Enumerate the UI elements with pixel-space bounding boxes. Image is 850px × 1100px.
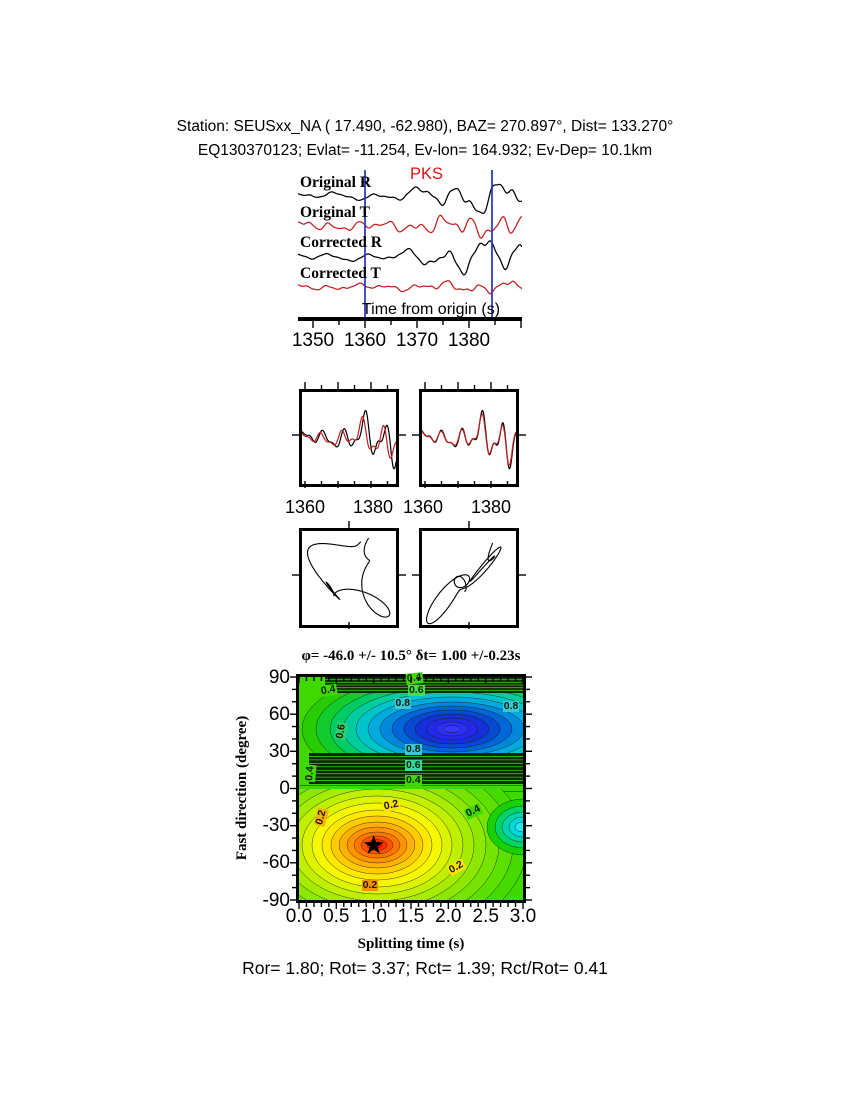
trace bbox=[298, 280, 522, 295]
surface-x-axis-label: Splitting time (s) bbox=[357, 936, 465, 952]
tick-label: 0.0 bbox=[285, 906, 313, 927]
time-axis-line bbox=[298, 317, 522, 321]
fast-slow-box-original bbox=[299, 389, 399, 487]
tick-label: 1380 bbox=[470, 497, 512, 517]
y-tick-label: 90 bbox=[268, 666, 290, 688]
y-tick-label: -60 bbox=[262, 852, 290, 874]
trace-label-corrected-r: Corrected R bbox=[300, 234, 382, 251]
trace-label-original-r: Original R bbox=[300, 174, 372, 191]
contour-label: 0.4 bbox=[319, 682, 338, 697]
contour-value-labels: 0.4 0.6 0.8 0.8 0.4 0.6 0.4 0.8 0.6 0.4 0.2 0.2 0.4 0… bbox=[299, 672, 523, 900]
time-axis-label: Time from origin (s) bbox=[361, 301, 501, 318]
best-fit-star bbox=[363, 834, 384, 854]
station-info-line: Station: SEUSxx_NA ( 17.490, -62.980), B… bbox=[176, 118, 674, 135]
tick-label: 2.5 bbox=[472, 906, 499, 927]
contour-label: 0.6 bbox=[404, 759, 422, 772]
particle-motion-box-corrected bbox=[419, 528, 519, 628]
error-surface-frame: 0.4 0.6 0.8 0.8 0.4 0.6 0.4 0.8 0.6 0.4 0.2 0.2 0.4 0… bbox=[296, 672, 526, 903]
particle-motion-curve bbox=[425, 542, 502, 625]
contour-label: 0.2 bbox=[382, 797, 401, 813]
contour-label: 0.2 bbox=[446, 857, 467, 877]
tick-label: 2.0 bbox=[435, 906, 462, 927]
contour-label: 0.6 bbox=[333, 721, 348, 741]
fast-slow-box-corrected bbox=[419, 389, 519, 487]
tick-label: 1360 bbox=[402, 497, 444, 517]
surface-title: φ= -46.0 +/- 10.5° δt= 1.00 +/-0.23s bbox=[301, 648, 521, 664]
y-tick-label: -30 bbox=[262, 815, 290, 837]
tick-label: 1380 bbox=[447, 330, 491, 351]
contour-label: 0.4 bbox=[463, 802, 483, 821]
contour-label: 0.8 bbox=[404, 743, 422, 756]
y-tick-label: 60 bbox=[268, 703, 290, 725]
tick-label: 3.0 bbox=[509, 906, 537, 927]
contour-label: 0.6 bbox=[407, 683, 425, 696]
trace-label-corrected-t: Corrected T bbox=[300, 265, 381, 282]
particle-motion-corrected bbox=[425, 542, 502, 625]
tick-label: 1350 bbox=[291, 330, 335, 351]
y-tick-label: 30 bbox=[268, 740, 290, 762]
fast-slow-traces-corrected bbox=[422, 409, 516, 470]
trace bbox=[298, 183, 522, 215]
trace bbox=[298, 214, 522, 239]
tick-label: 1360 bbox=[284, 497, 326, 517]
trace bbox=[298, 240, 522, 276]
tick-label: 0.5 bbox=[323, 906, 350, 927]
tick-label: 1.5 bbox=[397, 906, 425, 927]
tick-label: 1380 bbox=[352, 497, 394, 517]
error-surface-contours bbox=[299, 677, 523, 900]
phase-label-pks: PKS bbox=[410, 165, 444, 183]
trace-label-original-t: Original T bbox=[300, 204, 370, 221]
y-tick-label: 0 bbox=[279, 778, 290, 799]
fast-slow-traces-original bbox=[302, 410, 396, 470]
contour-label: 0.8 bbox=[394, 697, 412, 710]
tick-label: 1370 bbox=[395, 330, 439, 351]
tick-label: 1.0 bbox=[360, 906, 387, 927]
trace bbox=[422, 413, 516, 466]
contour-label: 0.4 bbox=[404, 774, 422, 787]
trace bbox=[302, 410, 396, 470]
contour-label: 0.8 bbox=[502, 699, 520, 712]
trace bbox=[302, 415, 396, 459]
tick-label: 1360 bbox=[343, 330, 387, 351]
particle-motion-original bbox=[306, 537, 391, 618]
waveform-traces-plot bbox=[298, 170, 522, 319]
particle-motion-box-original bbox=[299, 528, 399, 628]
result-stats-line: Ror= 1.80; Rot= 3.37; Rct= 1.39; Rct/Rot… bbox=[242, 958, 608, 978]
y-tick-label: -90 bbox=[262, 889, 290, 911]
particle-motion-curve bbox=[306, 537, 391, 618]
contour-label: 0.2 bbox=[313, 808, 329, 828]
event-info-line: EQ130370123; Evlat= -11.254, Ev-lon= 164… bbox=[197, 142, 653, 159]
contour-label: 0.4 bbox=[303, 764, 317, 782]
contour-label: 0.2 bbox=[361, 879, 379, 892]
